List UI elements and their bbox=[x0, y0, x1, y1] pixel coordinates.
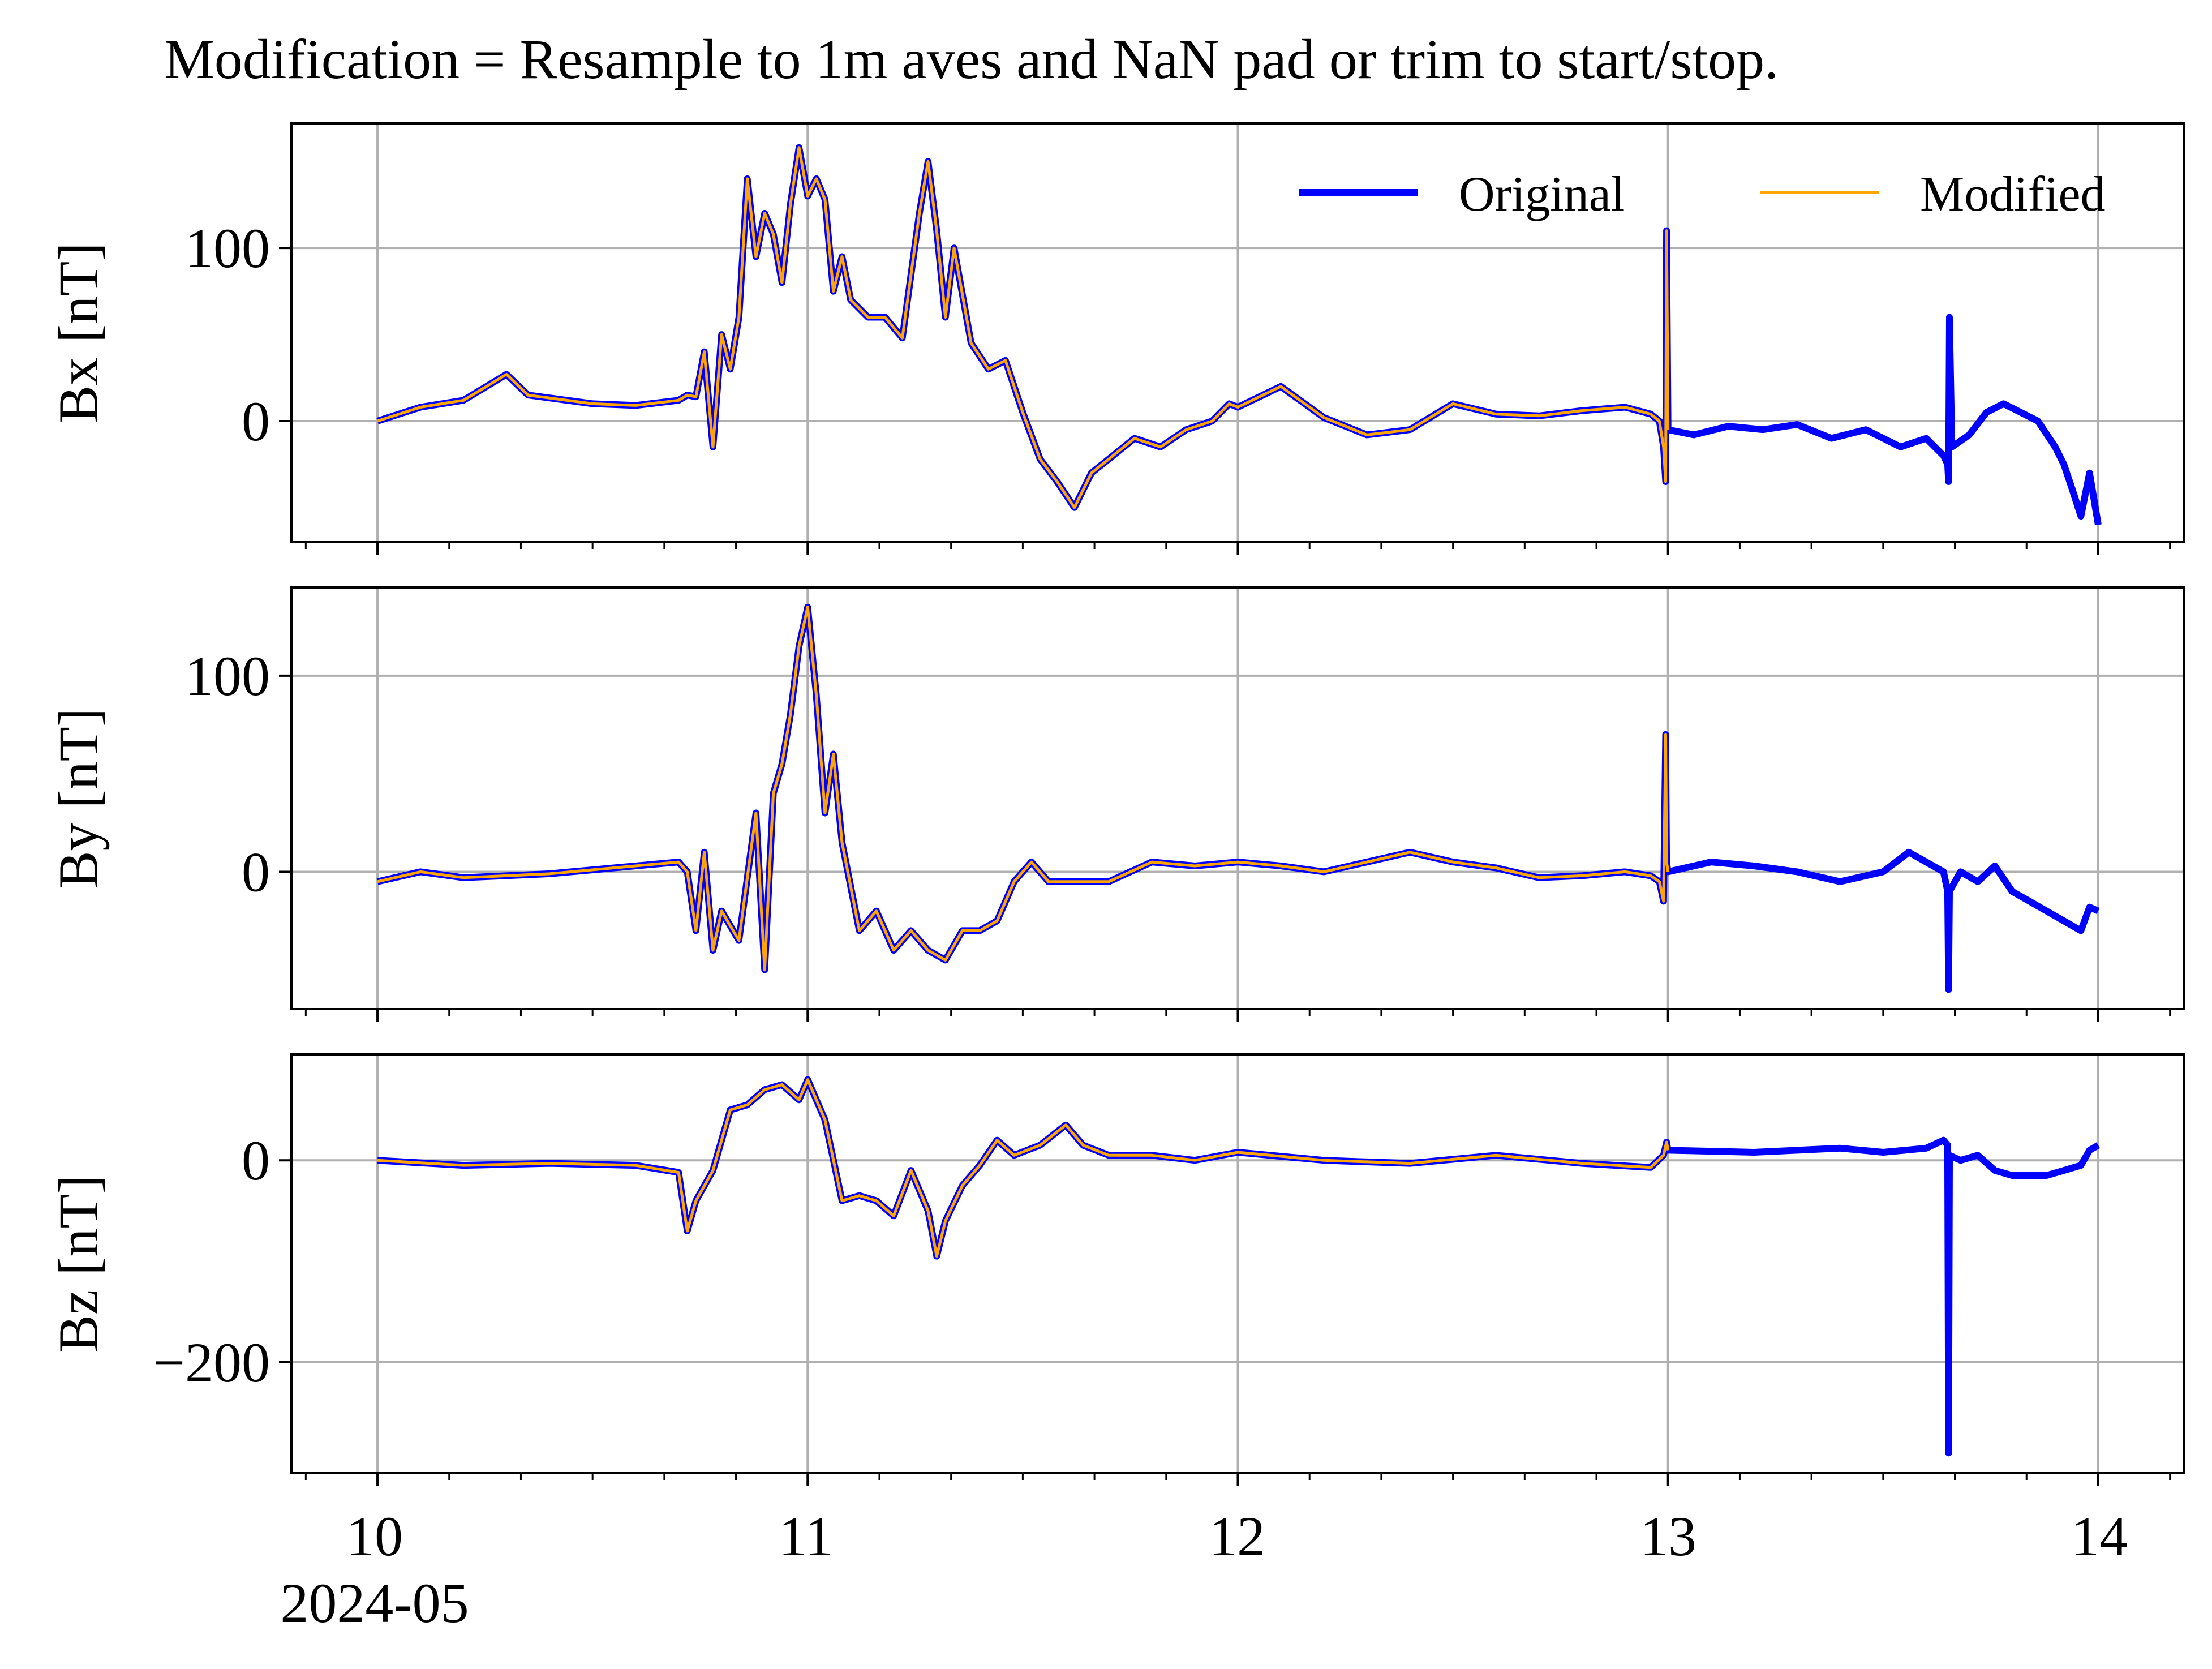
legend: Original Modified bbox=[1299, 167, 2106, 222]
y-tick-label: −200 bbox=[153, 1331, 270, 1394]
y-tick-label: 0 bbox=[242, 840, 270, 903]
x-tick-label: 12 bbox=[1209, 1505, 1265, 1568]
x-tick-label: 14 bbox=[2071, 1505, 2128, 1568]
x-axis-labels: 10 11 12 13 14 2024-05 bbox=[280, 1505, 2128, 1634]
series-line-modified bbox=[377, 146, 1670, 509]
y-axis-label: Bz [nT] bbox=[47, 1175, 110, 1353]
x-axis-offset-label: 2024-05 bbox=[280, 1572, 469, 1634]
x-tick-label: 10 bbox=[346, 1505, 403, 1568]
subplot-panel: −200 0 Bz [nT] bbox=[47, 1053, 2185, 1486]
y-tick-label: 100 bbox=[185, 645, 270, 707]
x-tick-label: 11 bbox=[779, 1505, 833, 1568]
y-tick-label: 0 bbox=[242, 390, 270, 453]
legend-original-label: Original bbox=[1459, 167, 1625, 222]
series-line-modified bbox=[377, 1078, 1670, 1258]
subplot-panel: 0 100 Bx [nT] bbox=[47, 122, 2185, 555]
subplot-panel: 0 100 By [nT] bbox=[47, 586, 2185, 1022]
legend-modified-label: Modified bbox=[1920, 167, 2106, 222]
y-tick-label: 100 bbox=[185, 217, 270, 280]
y-axis-label: Bx [nT] bbox=[47, 242, 110, 423]
y-tick-label: 0 bbox=[242, 1129, 270, 1192]
x-tick-label: 13 bbox=[1640, 1505, 1696, 1568]
subplots: 0 100 Bx [nT] 0 100 By [nT] −200 0 Bz [nT] bbox=[47, 122, 2185, 1486]
axes-frame bbox=[290, 122, 2185, 543]
axes-frame bbox=[290, 1053, 2185, 1474]
axes-frame bbox=[290, 586, 2185, 1010]
y-axis-label: By [nT] bbox=[47, 708, 110, 889]
series-line-modified bbox=[377, 606, 1670, 972]
chart-title: Modification = Resample to 1m aves and N… bbox=[164, 28, 1779, 91]
